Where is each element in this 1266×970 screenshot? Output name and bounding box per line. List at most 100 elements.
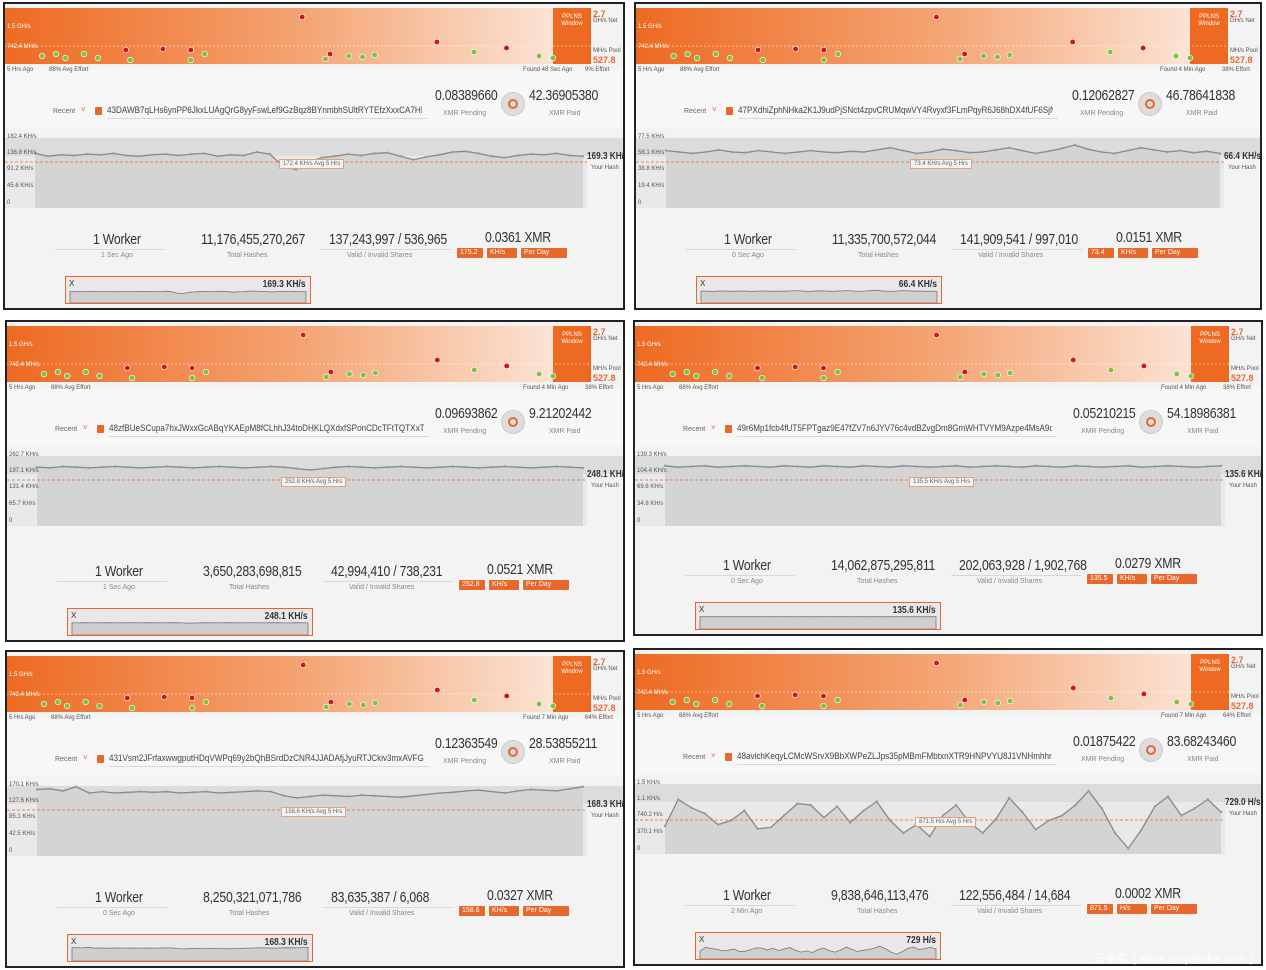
mini-close-button[interactable]: X	[71, 611, 77, 620]
unit-select[interactable]: KH/s	[1117, 574, 1147, 584]
period-select[interactable]: Per Day	[1152, 248, 1198, 258]
average-hash-label: 158.6 KH/s Avg 5 Hrs	[281, 807, 347, 817]
hashrate-point	[100, 790, 104, 793]
mini-close-button[interactable]: X	[700, 279, 706, 288]
hashrate-point	[164, 152, 167, 156]
xmr-per-day-value: 0.0151 XMR	[1116, 229, 1182, 246]
recent-dropdown[interactable]: Recent	[55, 426, 78, 433]
payout-settings-icon[interactable]	[1139, 738, 1163, 762]
net-label: GH/s Net	[1231, 336, 1256, 342]
worker-count[interactable]: 1 Worker	[723, 557, 771, 574]
hash-axis-label: 65.7 KH/s	[9, 501, 36, 507]
hashrate-point	[968, 151, 971, 154]
panel-graphics	[5, 8, 623, 208]
hashrate-point	[256, 466, 260, 469]
worker-count[interactable]: 1 Worker	[95, 889, 143, 906]
unit-select[interactable]: KH/s	[489, 906, 519, 916]
trash-icon[interactable]	[97, 425, 104, 433]
block-found-dot-red	[754, 364, 761, 372]
trash-icon[interactable]	[725, 425, 732, 433]
worker-count[interactable]: 1 Worker	[95, 563, 143, 580]
hashrate-point	[74, 466, 78, 469]
hashrate-point	[1100, 466, 1104, 469]
mini-close-button[interactable]: X	[699, 935, 705, 944]
recent-dropdown[interactable]: Recent	[684, 108, 707, 115]
pplns-window-block	[553, 326, 591, 382]
period-select[interactable]: Per Day	[1151, 904, 1197, 914]
hashrate-point	[477, 466, 481, 470]
calc-hashrate-input[interactable]: 135.5	[1087, 574, 1113, 584]
hashrate-point	[516, 466, 520, 469]
worker-count[interactable]: 1 Worker	[724, 231, 772, 248]
period-select[interactable]: Per Day	[1151, 574, 1197, 584]
recent-dropdown[interactable]: Recent	[683, 754, 706, 761]
average-hash-label: 172.4 KH/s Avg 5 Hrs	[279, 159, 345, 169]
worker-count[interactable]: 1 Worker	[93, 231, 141, 248]
xmr-pending-label: XMR Pending	[443, 110, 487, 117]
trash-icon[interactable]	[95, 107, 102, 115]
hashrate-point	[255, 150, 258, 154]
hashrate-point	[113, 791, 117, 795]
block-found-dot-green	[40, 370, 48, 378]
worker-count[interactable]: 1 Worker	[723, 887, 771, 904]
hashrate-point	[87, 791, 91, 795]
period-select[interactable]: Per Day	[523, 906, 569, 916]
hashrate-point	[1021, 466, 1024, 469]
mini-close-button[interactable]: X	[69, 279, 75, 288]
recent-dropdown[interactable]: Recent	[55, 756, 78, 763]
unit-select[interactable]: KH/s	[487, 248, 517, 258]
mini-close-button[interactable]: X	[699, 605, 705, 614]
recent-dropdown[interactable]: Recent	[683, 426, 706, 433]
net-value: 2.7	[593, 327, 606, 337]
block-found-dot-green	[322, 55, 329, 63]
block-found-dot-red	[161, 693, 168, 701]
hashrate-point	[269, 465, 273, 468]
hashrate-point	[1153, 465, 1156, 468]
period-select[interactable]: Per Day	[523, 580, 569, 590]
trash-icon[interactable]	[726, 107, 733, 115]
trash-icon[interactable]	[725, 753, 732, 761]
period-select[interactable]: Per Day	[521, 248, 567, 258]
block-found-dot-green	[980, 698, 987, 706]
hashrate-point	[716, 466, 720, 469]
hashrate-point	[334, 466, 338, 469]
unit-select[interactable]: KH/s	[1118, 248, 1148, 258]
hashrate-point	[1219, 810, 1223, 814]
wallet-address: 431Vsm2JFrfaxwwgputHDqVWPq69y2bQhBSrdDzC…	[109, 754, 424, 763]
hashrate-point	[1113, 465, 1117, 468]
calc-hashrate-input[interactable]: 73.4	[1088, 248, 1114, 258]
your-hash-label: Your Hash	[1228, 165, 1256, 171]
hashrate-point	[1166, 150, 1169, 154]
recent-dropdown[interactable]: Recent	[53, 108, 76, 115]
calc-hashrate-input[interactable]: 871.5	[1087, 904, 1113, 914]
payout-settings-icon[interactable]	[1139, 410, 1163, 434]
hash-axis-label: 127.6 KH/s	[9, 798, 39, 804]
calc-hashrate-input[interactable]: 175.2	[457, 248, 483, 258]
hashrate-point	[1100, 150, 1103, 154]
mini-close-button[interactable]: X	[71, 937, 77, 946]
payout-settings-icon[interactable]	[1138, 92, 1162, 116]
hash-axis-label: 85.1 KH/s	[9, 814, 36, 820]
dashboard-panel: X 169.3 KH/s 1.5 GH/s 742.4 MH/s PPLNS Window…	[3, 2, 625, 310]
payout-settings-icon[interactable]	[501, 92, 525, 116]
hashrate-point	[177, 154, 180, 157]
hashrate-point	[191, 466, 195, 470]
unit-select[interactable]: H/s	[1117, 904, 1147, 914]
wallet-address: 49r6Mp1fcb4fUT5FPTgaz9E47fZV7n6JYV76c4vd…	[737, 424, 1052, 433]
block-found-dot-red	[754, 46, 762, 54]
hashrate-point	[928, 835, 931, 838]
hashrate-point	[360, 466, 364, 469]
calc-hashrate-input[interactable]: 158.6	[459, 906, 485, 916]
hashrate-point	[438, 153, 441, 156]
payout-settings-icon[interactable]	[501, 410, 525, 434]
avg-effort-label: 88% Avg Effort	[679, 713, 719, 719]
xmr-pending-label: XMR Pending	[1081, 428, 1125, 435]
payout-settings-icon[interactable]	[501, 740, 525, 764]
hashrate-point	[438, 791, 442, 795]
calc-hashrate-input[interactable]: 252.8	[459, 580, 485, 590]
hash-axis-label: 139.3 KH/s	[637, 452, 667, 458]
hashrate-point	[704, 150, 707, 154]
mini-sparkline	[71, 946, 309, 961]
trash-icon[interactable]	[97, 755, 104, 763]
unit-select[interactable]: KH/s	[489, 580, 519, 590]
